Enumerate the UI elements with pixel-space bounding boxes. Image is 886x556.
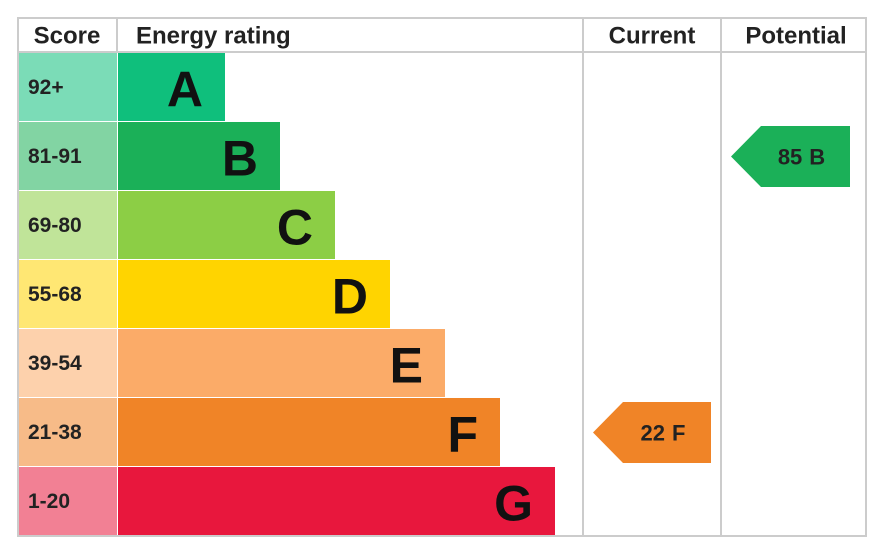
header-score: Score: [34, 23, 101, 50]
rating-letter: A: [167, 62, 203, 118]
current-arrow: [593, 402, 711, 463]
score-cell: [19, 122, 117, 190]
score-cell: [19, 467, 117, 535]
rating-letter: E: [390, 338, 423, 394]
score-range: 1-20: [28, 490, 70, 513]
rating-band: [118, 398, 500, 466]
potential-label: 85 B: [778, 144, 825, 169]
score-range: 69-80: [28, 214, 82, 237]
score-cell: [19, 53, 117, 121]
potential-score: 85: [778, 144, 802, 169]
rating-band: [118, 467, 555, 535]
score-cell: [19, 329, 117, 397]
score-range: 21-38: [28, 421, 82, 444]
rating-band: [118, 122, 280, 190]
rating-letter: D: [332, 269, 368, 325]
rating-band: [118, 260, 390, 328]
current-rating: F: [672, 420, 685, 445]
header-energy-rating: Energy rating: [136, 23, 291, 50]
rating-letter: F: [447, 407, 478, 463]
current-label: 22 F: [641, 420, 686, 445]
current-score: 22: [641, 420, 665, 445]
score-cell: [19, 398, 117, 466]
score-cell: [19, 260, 117, 328]
score-range: 81-91: [28, 145, 82, 168]
score-range: 39-54: [28, 352, 82, 375]
score-cell: [19, 191, 117, 259]
header-potential: Potential: [745, 23, 846, 50]
rating-letter: C: [277, 200, 313, 256]
header-current: Current: [609, 23, 696, 50]
potential-rating: B: [809, 144, 825, 169]
score-range: 55-68: [28, 283, 82, 306]
rating-letter: G: [494, 476, 533, 532]
rating-band: [118, 191, 335, 259]
rating-band: [118, 53, 225, 121]
score-range: 92+: [28, 76, 64, 99]
potential-arrow: [731, 126, 850, 187]
rating-letter: B: [222, 131, 258, 187]
rating-band: [118, 329, 445, 397]
